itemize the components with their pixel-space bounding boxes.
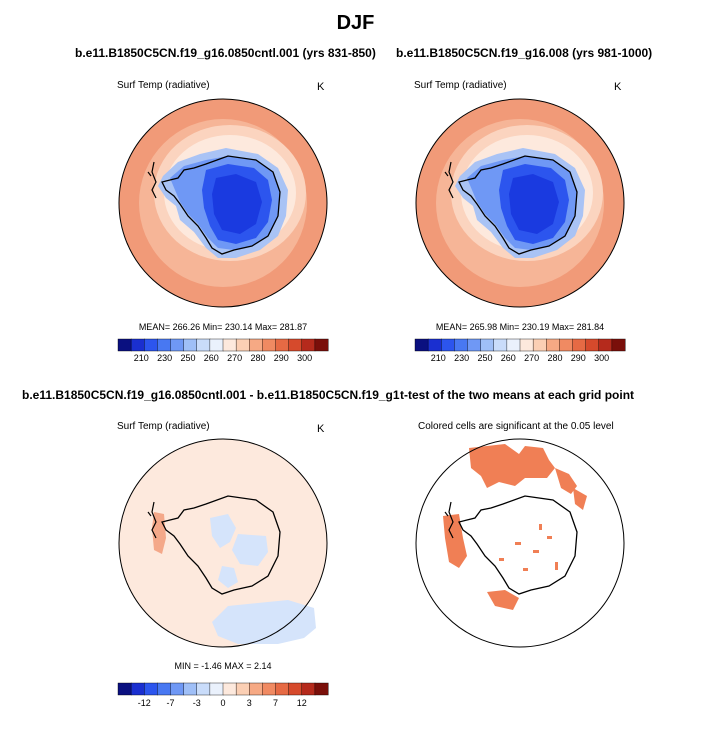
colorbar-cell bbox=[493, 338, 508, 352]
colorbar-cell bbox=[519, 338, 534, 352]
colorbar-cell bbox=[546, 338, 560, 352]
panel-title-bottom-left: b.e11.B1850C5CN.f19_g16.0850cntl.001 - b… bbox=[22, 388, 400, 402]
colorbar-cell bbox=[235, 682, 250, 696]
variable-label-top-right: Surf Temp (radiative) bbox=[414, 80, 507, 91]
colorbar-tick-label: 290 bbox=[570, 353, 586, 363]
colorbar-cell bbox=[144, 338, 158, 352]
colorbar-cell bbox=[249, 338, 263, 352]
colorbar-cell bbox=[222, 682, 237, 696]
colorbar-tick-label: 12 bbox=[296, 698, 307, 708]
panel-title-bottom-right: t-test of the two means at each grid poi… bbox=[400, 388, 635, 402]
colorbar-tick-label: 230 bbox=[157, 353, 173, 363]
colorbar-cell bbox=[144, 682, 158, 696]
colorbar-cell bbox=[183, 682, 198, 696]
units-label-bottom-left: K bbox=[317, 423, 325, 435]
colorbar-cell bbox=[314, 338, 329, 352]
colorbar-cell bbox=[467, 338, 482, 352]
colorbar-labels-top-right: 210 230 250 260 270 280 290 300 bbox=[415, 353, 625, 365]
colorbar-cell bbox=[559, 338, 574, 352]
colorbar-tick-label: 7 bbox=[272, 698, 279, 708]
colorbar-cell bbox=[301, 682, 316, 696]
colorbar-tick-label: 210 bbox=[430, 353, 446, 363]
colorbar-tick-label: -7 bbox=[166, 698, 175, 708]
stats-top-left: MEAN= 266.26 Min= 230.14 Max= 281.87 bbox=[138, 322, 308, 332]
colorbar-top-left bbox=[117, 338, 329, 352]
colorbar-cell bbox=[262, 682, 277, 696]
colorbar-cell bbox=[196, 682, 211, 696]
colorbar-tick-label: 290 bbox=[273, 353, 289, 363]
colorbar-cell bbox=[598, 338, 613, 352]
colorbar-cell bbox=[288, 338, 303, 352]
colorbar-cell bbox=[611, 338, 626, 352]
colorbar-cell bbox=[288, 682, 303, 696]
colorbar-tick-label: 0 bbox=[220, 698, 226, 708]
variable-label-top-left: Surf Temp (radiative) bbox=[117, 80, 210, 91]
colorbar-cell bbox=[572, 338, 587, 352]
colorbar-cell bbox=[275, 682, 290, 696]
colorbar-cell bbox=[196, 338, 211, 352]
colorbar-cell bbox=[249, 682, 263, 696]
colorbar-cell bbox=[183, 338, 198, 352]
colorbar-tick-label: 300 bbox=[594, 353, 610, 363]
polar-map-top-right bbox=[415, 98, 625, 308]
colorbar-cell bbox=[427, 338, 442, 352]
stats-bottom-left: MIN = -1.46 MAX = 2.14 bbox=[174, 661, 272, 671]
polar-map-bottom-right bbox=[415, 438, 625, 648]
colorbar-tick-label: 250 bbox=[180, 353, 196, 363]
colorbar-cell bbox=[275, 338, 290, 352]
colorbar-cell bbox=[117, 682, 132, 696]
colorbar-tick-label: 280 bbox=[547, 353, 563, 363]
variable-label-bottom-left: Surf Temp (radiative) bbox=[117, 421, 210, 432]
colorbar-cell bbox=[222, 338, 237, 352]
colorbar-labels-bottom-left: -12 -7 -3 0 3 7 12 bbox=[118, 698, 328, 710]
colorbar-cell bbox=[157, 682, 172, 696]
colorbar-tick-label: 250 bbox=[477, 353, 493, 363]
colorbar-tick-label: 3 bbox=[246, 698, 252, 708]
stats-top-right: MEAN= 265.98 Min= 230.19 Max= 281.84 bbox=[435, 322, 605, 332]
colorbar-labels-top-left: 210 230 250 260 270 280 290 300 bbox=[118, 353, 328, 365]
colorbar-cell bbox=[314, 682, 329, 696]
colorbar-cell bbox=[441, 338, 455, 352]
colorbar-cell bbox=[454, 338, 469, 352]
colorbar-tick-label: 210 bbox=[133, 353, 149, 363]
colorbar-tick-label: 270 bbox=[227, 353, 243, 363]
polar-map-top-left bbox=[118, 98, 328, 308]
colorbar-cell bbox=[209, 338, 224, 352]
colorbar-cell bbox=[130, 682, 145, 696]
colorbar-cell bbox=[414, 338, 429, 352]
colorbar-tick-label: 300 bbox=[297, 353, 313, 363]
colorbar-tick-label: 230 bbox=[454, 353, 470, 363]
colorbar-bottom-left bbox=[117, 682, 329, 696]
colorbar-top-right bbox=[414, 338, 626, 352]
colorbar-cell bbox=[235, 338, 250, 352]
figure-title: DJF bbox=[336, 12, 375, 34]
colorbar-tick-label: -3 bbox=[192, 698, 201, 708]
colorbar-cell bbox=[170, 338, 185, 352]
units-label-top-right: K bbox=[614, 81, 622, 93]
colorbar-cell bbox=[506, 338, 521, 352]
colorbar-cell bbox=[170, 682, 185, 696]
polar-map-bottom-left bbox=[118, 438, 328, 648]
colorbar-tick-label: -12 bbox=[137, 698, 151, 708]
units-label-top-left: K bbox=[317, 81, 325, 93]
colorbar-cell bbox=[532, 338, 547, 352]
colorbar-cell bbox=[157, 338, 172, 352]
panel-title-top-left: b.e11.B1850C5CN.f19_g16.0850cntl.001 (yr… bbox=[75, 46, 376, 60]
colorbar-cell bbox=[480, 338, 495, 352]
colorbar-cell bbox=[209, 682, 224, 696]
colorbar-cell bbox=[585, 338, 600, 352]
colorbar-tick-label: 270 bbox=[524, 353, 540, 363]
colorbar-cell bbox=[117, 338, 132, 352]
colorbar-tick-label: 260 bbox=[500, 353, 516, 363]
panel-subtitle-bottom-right: Colored cells are significant at the 0.0… bbox=[418, 421, 614, 432]
colorbar-tick-label: 260 bbox=[203, 353, 219, 363]
panel-title-top-right: b.e11.B1850C5CN.f19_g16.008 (yrs 981-100… bbox=[396, 46, 653, 60]
colorbar-cell bbox=[130, 338, 145, 352]
colorbar-cell bbox=[262, 338, 277, 352]
colorbar-tick-label: 280 bbox=[250, 353, 266, 363]
colorbar-cell bbox=[301, 338, 316, 352]
